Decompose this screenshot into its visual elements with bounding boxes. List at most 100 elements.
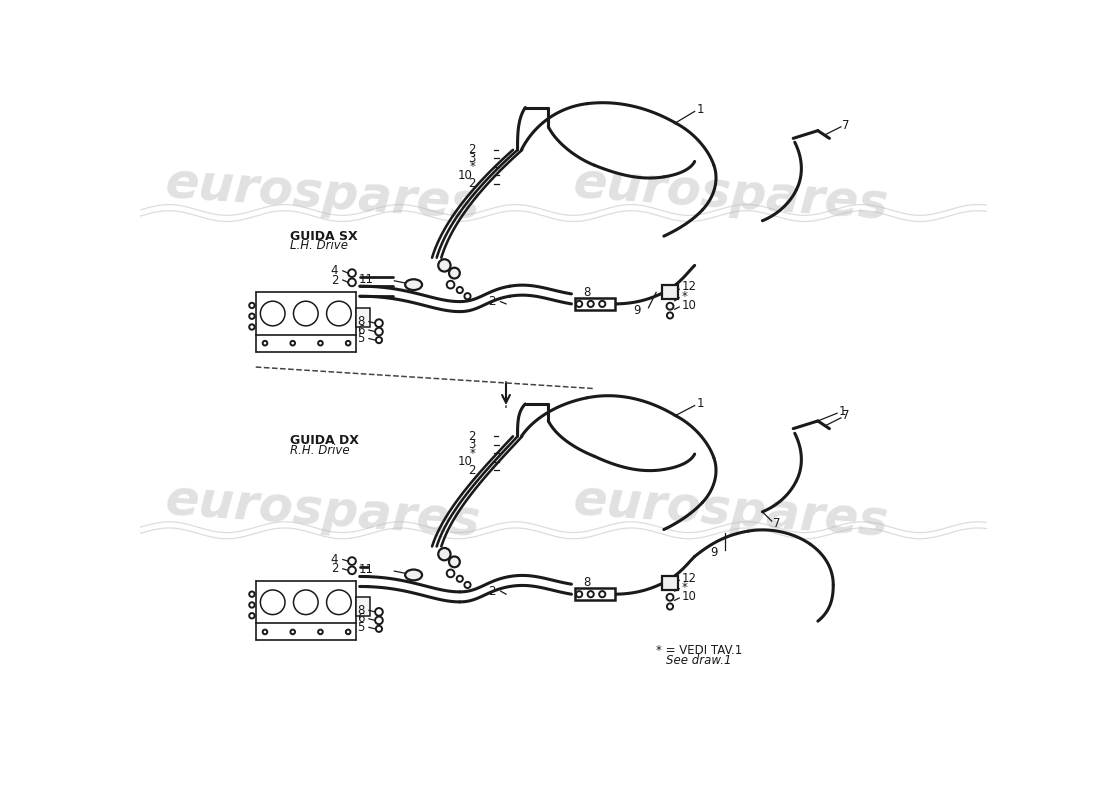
Text: See draw.1: See draw.1 (667, 654, 732, 667)
Circle shape (600, 591, 605, 598)
Circle shape (250, 314, 254, 319)
Circle shape (587, 301, 594, 307)
Text: 2: 2 (488, 585, 496, 598)
Circle shape (327, 302, 351, 326)
Text: 2: 2 (331, 562, 338, 575)
Circle shape (290, 341, 295, 346)
Text: 6: 6 (356, 612, 364, 626)
Text: 12: 12 (682, 281, 696, 294)
Circle shape (456, 576, 463, 582)
Circle shape (576, 591, 582, 598)
Text: 7: 7 (773, 517, 781, 530)
Text: eurospares: eurospares (163, 159, 482, 230)
Text: 10: 10 (458, 455, 473, 468)
Circle shape (294, 590, 318, 614)
Circle shape (667, 594, 673, 601)
Text: 10: 10 (682, 590, 696, 603)
Bar (575, 298, 615, 310)
Text: eurospares: eurospares (163, 477, 482, 546)
Bar (575, 588, 615, 600)
Circle shape (318, 630, 322, 634)
Circle shape (375, 617, 383, 624)
Circle shape (449, 268, 460, 278)
Text: 9: 9 (711, 546, 717, 559)
Text: L.H. Drive: L.H. Drive (290, 239, 349, 252)
Text: *: * (470, 446, 475, 460)
Text: 7: 7 (843, 118, 850, 132)
Text: eurospares: eurospares (572, 477, 890, 546)
Text: 2: 2 (488, 295, 496, 308)
Text: 2: 2 (468, 178, 475, 190)
Text: eurospares: eurospares (572, 159, 890, 230)
Text: 10: 10 (458, 169, 473, 182)
Circle shape (587, 591, 594, 598)
Circle shape (290, 630, 295, 634)
Circle shape (667, 312, 673, 318)
Circle shape (348, 278, 356, 286)
Circle shape (263, 341, 267, 346)
Text: 9: 9 (634, 303, 640, 317)
Bar (356, 308, 370, 327)
Circle shape (250, 613, 254, 618)
Circle shape (438, 548, 451, 560)
Text: 7: 7 (843, 409, 850, 422)
Text: 11: 11 (359, 563, 374, 576)
Circle shape (576, 301, 582, 307)
Text: * = VEDI TAV.1: * = VEDI TAV.1 (656, 644, 743, 657)
Circle shape (438, 259, 451, 271)
Text: 5: 5 (356, 621, 364, 634)
Circle shape (600, 301, 605, 307)
Circle shape (348, 270, 356, 277)
Circle shape (345, 630, 351, 634)
Text: 2: 2 (331, 274, 338, 286)
Text: 4: 4 (331, 553, 338, 566)
Circle shape (348, 558, 356, 565)
Text: 11: 11 (359, 273, 374, 286)
Circle shape (345, 341, 351, 346)
Text: 2: 2 (468, 143, 475, 157)
Circle shape (318, 341, 322, 346)
Circle shape (250, 602, 254, 608)
Text: 8: 8 (356, 604, 364, 617)
Circle shape (250, 591, 254, 597)
Circle shape (261, 590, 285, 614)
Text: 10: 10 (682, 299, 696, 312)
Circle shape (263, 630, 267, 634)
Circle shape (375, 328, 383, 335)
Text: 6: 6 (356, 323, 364, 337)
Circle shape (261, 302, 285, 326)
Circle shape (250, 324, 254, 330)
Text: 2: 2 (468, 464, 475, 477)
Circle shape (376, 626, 382, 632)
Bar (356, 597, 370, 616)
Text: 2: 2 (468, 430, 475, 443)
Bar (661, 286, 679, 299)
Ellipse shape (405, 570, 422, 580)
Text: 4: 4 (331, 264, 338, 278)
Text: 3: 3 (468, 438, 475, 451)
Circle shape (250, 302, 254, 308)
Bar (661, 577, 679, 590)
Circle shape (375, 608, 383, 616)
Text: 8: 8 (583, 286, 591, 299)
Text: 1: 1 (696, 103, 704, 116)
Circle shape (327, 590, 351, 614)
Text: GUIDA SX: GUIDA SX (290, 230, 358, 242)
Circle shape (456, 287, 463, 293)
Circle shape (449, 557, 460, 567)
Circle shape (294, 302, 318, 326)
Text: 12: 12 (682, 571, 696, 585)
Text: GUIDA DX: GUIDA DX (290, 434, 360, 447)
Text: *: * (682, 290, 688, 302)
Text: R.H. Drive: R.H. Drive (290, 444, 350, 457)
Circle shape (447, 281, 454, 289)
Text: 3: 3 (468, 152, 475, 165)
Text: 5: 5 (356, 332, 364, 345)
Circle shape (376, 337, 382, 343)
Text: *: * (470, 160, 475, 174)
Circle shape (464, 293, 471, 299)
Circle shape (667, 302, 673, 310)
Circle shape (375, 319, 383, 327)
Circle shape (348, 566, 356, 574)
Circle shape (667, 603, 673, 610)
